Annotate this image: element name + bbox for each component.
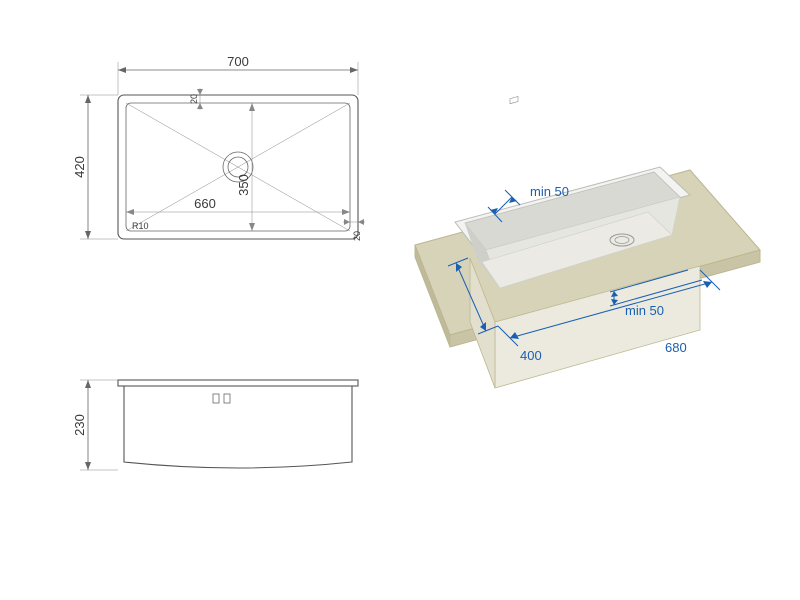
drawing-canvas: 700 420 660 350	[0, 0, 800, 600]
dim-label: 350	[236, 174, 251, 196]
dim-label: 680	[665, 340, 687, 355]
corner-radius-label: R10	[132, 221, 149, 231]
fold-line	[126, 103, 238, 167]
dim-label: 400	[520, 348, 542, 363]
dim-inner-660: 660	[126, 196, 350, 215]
overflow-marks	[213, 394, 230, 403]
top-view: 700 420 660 350	[72, 54, 365, 241]
overflow-iso	[510, 96, 518, 103]
dim-label: 420	[72, 156, 87, 178]
dim-label: 20	[352, 231, 362, 241]
dim-depth-230: 230	[72, 380, 118, 470]
dim-rim-top-20: 20	[189, 88, 203, 110]
side-view: 230	[72, 380, 358, 470]
dim-label: 700	[227, 54, 249, 69]
sink-flange	[118, 380, 358, 386]
dim-label: min 50	[625, 303, 664, 318]
dim-rim-right-20: 20	[343, 219, 365, 241]
dim-width-700: 700	[118, 54, 358, 95]
sink-bowl-outline	[124, 386, 352, 468]
dim-label: 660	[194, 196, 216, 211]
fold-line	[238, 103, 350, 167]
fold-line	[238, 167, 350, 231]
iso-view: min 50 min 50 680 400	[415, 96, 760, 388]
dim-label: 230	[72, 414, 87, 436]
dim-label: min 50	[530, 184, 569, 199]
dim-label: 20	[189, 94, 199, 104]
dim-height-420: 420	[72, 95, 118, 239]
